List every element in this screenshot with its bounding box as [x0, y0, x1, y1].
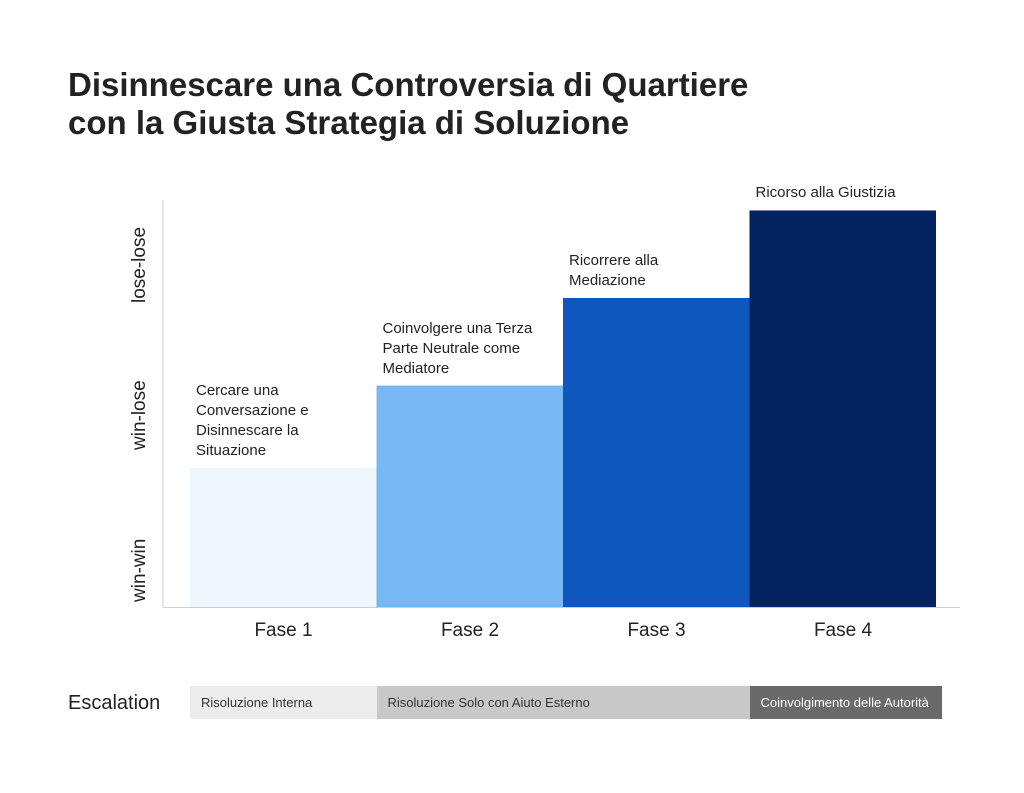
escalation-segment-3: Coinvolgimento delle Autorità	[749, 686, 942, 719]
y-tick-label-2: win-lose	[129, 380, 150, 450]
bar-3	[563, 298, 750, 607]
bar-label-2: Coinvolgere una Terza Parte Neutrale come…	[383, 319, 533, 379]
bar-label-1: Cercare una Conversazione e Disinnescare l…	[196, 381, 309, 461]
bar-label-1-line-3: Disinnescare la	[196, 421, 299, 439]
bar-4	[749, 210, 936, 607]
escalation-label: Escalation	[68, 692, 161, 714]
bar-label-2-line-2: Parte Neutrale come	[382, 339, 521, 357]
escalation-segment-1: Risoluzione Interna	[190, 686, 377, 719]
bar-label-3-line-2: Mediazione	[569, 272, 646, 289]
chart-title-line-2: con la Giusta Strategia di Soluzione	[68, 104, 630, 141]
chart-title-line-1: Disinnescare una Controversia di Quartie…	[68, 66, 749, 103]
bar-label-4-line-1: Ricorso alla Giustizia	[755, 184, 896, 202]
bar-1	[190, 467, 377, 607]
x-tick-label-2: Fase 2	[440, 620, 500, 641]
x-tick-label-1: Fase 1	[254, 620, 313, 641]
bar-label-1-line-2: Conversazione e	[196, 401, 309, 419]
bar-label-1-line-1: Cercare una	[196, 381, 279, 399]
x-tick-label-3: Fase 3	[627, 620, 686, 641]
escalation-segment-2: Risoluzione Solo con Aiuto Esterno	[376, 686, 750, 719]
chart-title: Disinnescare una Controversia di Quartie…	[68, 66, 748, 142]
y-tick-label-1: win-win	[129, 538, 150, 602]
bar-label-3: Ricorrere alla Mediazione	[569, 251, 658, 291]
bar-label-4: Ricorso alla Giustizia	[756, 183, 896, 203]
bar-label-3-line-1: Ricorrere alla	[569, 252, 659, 269]
bar-label-1-line-4: Situazione	[196, 441, 267, 459]
bar-label-2-line-3: Mediatore	[382, 359, 450, 377]
x-tick-label-4: Fase 4	[813, 620, 873, 641]
bar-label-2-line-1: Coinvolgere una Terza	[382, 319, 533, 337]
bar-2	[376, 385, 563, 607]
y-tick-label-3: lose-lose	[129, 226, 150, 304]
